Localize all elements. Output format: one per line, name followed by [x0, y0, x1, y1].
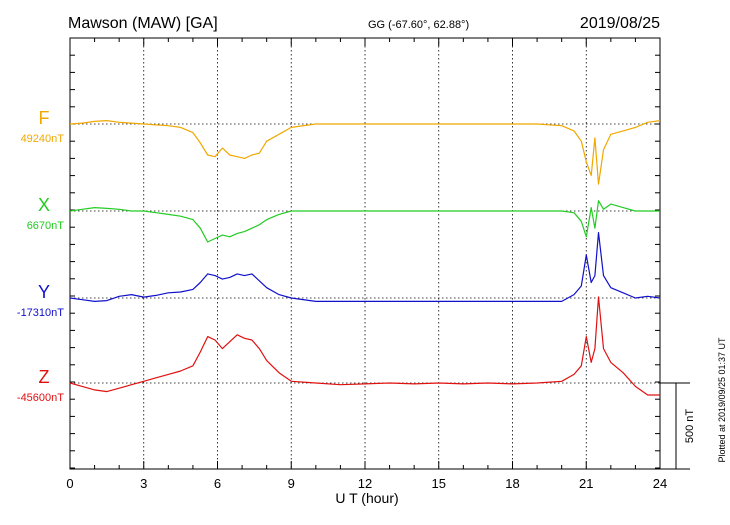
scale-bar-label: 500 nT — [684, 409, 696, 444]
x-tick-labels: 0 3 6 9 12 15 18 21 24 — [66, 476, 667, 491]
station-title: Mawson (MAW) [GA] — [68, 15, 218, 32]
series-line-y — [69, 232, 661, 302]
series-line-z — [69, 296, 660, 396]
x-tick-label: 12 — [358, 476, 372, 491]
plotted-at-note: Plotted at 2019/09/25 01:37 UT — [717, 337, 727, 463]
x-tick-label: 21 — [579, 476, 593, 491]
x-tick-label: 0 — [66, 476, 73, 491]
series-baseline-y: -17310nT — [17, 307, 64, 319]
x-tick-label: 18 — [505, 476, 519, 491]
x-tick-label: 15 — [432, 476, 446, 491]
x-axis-title: U T (hour) — [335, 490, 398, 506]
series-line-x — [69, 200, 660, 243]
series-name-y: Y — [38, 282, 50, 302]
series-name-z: Z — [39, 367, 50, 387]
x-tick-label: 3 — [140, 476, 147, 491]
series-line-f — [69, 119, 661, 185]
series-name-f: F — [39, 108, 50, 128]
series-name-x: X — [38, 195, 50, 215]
x-tick-label: 6 — [214, 476, 221, 491]
x-tick-label: 24 — [653, 476, 667, 491]
grid-lines — [70, 38, 660, 469]
series-traces — [69, 119, 661, 396]
series-baseline-x: 6670nT — [27, 220, 65, 232]
series-baseline-z: -45600nT — [17, 392, 64, 404]
x-tick-label: 9 — [288, 476, 295, 491]
date-label: 2019/08/25 — [580, 15, 660, 32]
series-baseline-f: 49240nT — [21, 133, 65, 145]
series-labels: F 49240nT X 6670nT Y -17310nT Z -45600nT — [17, 108, 64, 404]
scale-bar: 500 nT — [660, 382, 696, 470]
coordinates-label: GG (-67.60°, 62.88°) — [368, 19, 469, 31]
